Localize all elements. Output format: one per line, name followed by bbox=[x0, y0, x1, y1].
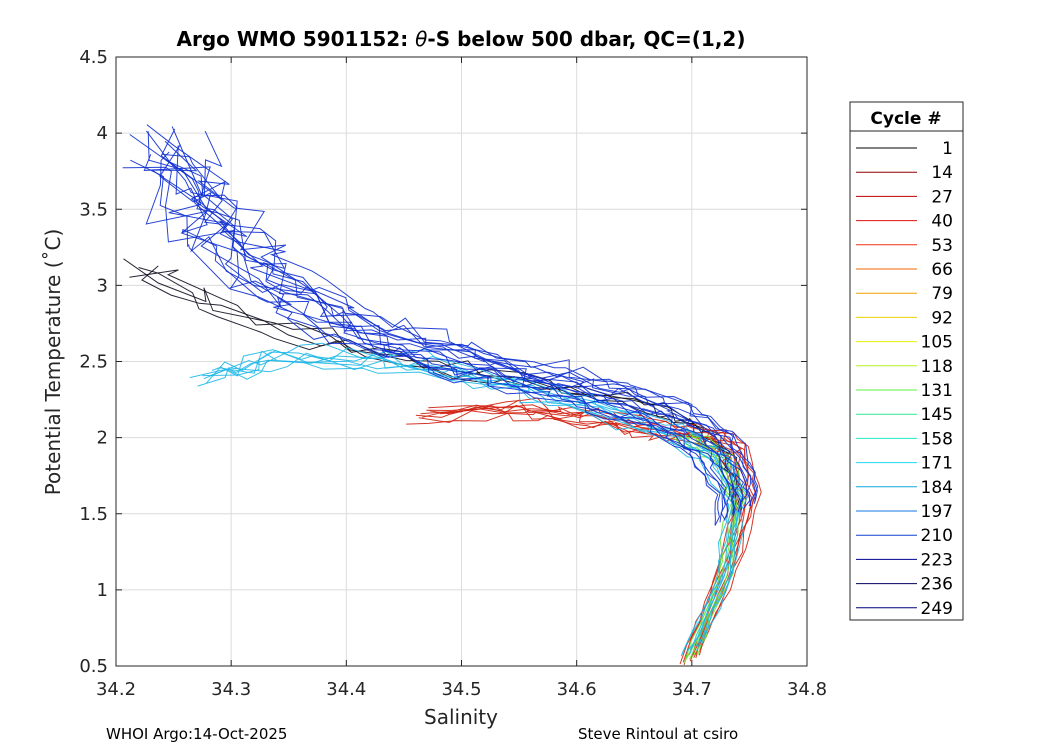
legend-label: 184 bbox=[921, 478, 953, 498]
legend-label: 92 bbox=[931, 308, 953, 328]
y-tick-label: 4 bbox=[97, 123, 108, 144]
profile-line bbox=[159, 144, 731, 518]
profile-line bbox=[129, 269, 744, 511]
profile-line bbox=[150, 140, 736, 515]
profile-line bbox=[219, 349, 744, 648]
legend-entry: 14 bbox=[856, 163, 953, 183]
legend-label: 145 bbox=[921, 405, 953, 425]
y-tick-label: 3.5 bbox=[79, 199, 108, 220]
legend-label: 79 bbox=[931, 284, 953, 304]
y-axis-label: Potential Temperature (˚C) bbox=[41, 229, 65, 496]
profile-line bbox=[202, 349, 736, 653]
legend-label: 1 bbox=[942, 139, 953, 159]
legend-label: 197 bbox=[921, 502, 953, 522]
profile-line bbox=[129, 134, 729, 521]
chart-title: Argo WMO 5901152: θ-S below 500 dbar, QC… bbox=[177, 27, 746, 51]
x-tick-label: 34.7 bbox=[672, 679, 712, 700]
legend-entry: 210 bbox=[856, 526, 953, 546]
x-tick-label: 34.3 bbox=[211, 679, 251, 700]
profile-line bbox=[122, 166, 726, 521]
legend-entry: 79 bbox=[856, 284, 953, 304]
legend-entry: 92 bbox=[856, 308, 953, 328]
x-tick-label: 34.6 bbox=[557, 679, 597, 700]
profile-line bbox=[171, 126, 752, 507]
y-tick-label: 0.5 bbox=[79, 656, 108, 677]
legend: Cycle # 1 14 27 40 53 66 79 92 105 118 131 145 158 17… bbox=[849, 101, 964, 621]
legend-label: 14 bbox=[931, 163, 953, 183]
x-axis-label: Salinity bbox=[424, 705, 498, 729]
y-tick-label: 4.5 bbox=[79, 47, 108, 68]
x-tick-label: 34.8 bbox=[787, 679, 827, 700]
legend-entry: 171 bbox=[856, 454, 953, 474]
y-tick-label: 1 bbox=[97, 580, 108, 601]
axis-ticks: 34.2 34.3 34.4 34.5 34.6 34.7 34.80.511.522.53… bbox=[79, 47, 827, 700]
legend-entry: 223 bbox=[856, 550, 953, 570]
legend-label: 236 bbox=[921, 575, 953, 595]
legend-label: 53 bbox=[931, 236, 953, 256]
legend-label: 105 bbox=[921, 333, 953, 353]
profile-line bbox=[680, 436, 745, 658]
legend-entry: 158 bbox=[856, 429, 953, 449]
legend-entry: 1 bbox=[856, 139, 953, 159]
legend-label: 210 bbox=[921, 526, 953, 546]
profile-line bbox=[681, 436, 736, 659]
footer-credit: Steve Rintoul at csiro bbox=[578, 725, 739, 743]
y-tick-label: 2.5 bbox=[79, 352, 108, 373]
legend-label: 249 bbox=[921, 599, 953, 619]
y-tick-label: 1.5 bbox=[79, 504, 108, 525]
legend-entry: 131 bbox=[856, 381, 953, 401]
legend-entry: 53 bbox=[856, 236, 953, 256]
legend-label: 118 bbox=[921, 357, 953, 377]
legend-entry: 184 bbox=[856, 478, 953, 498]
profile-line bbox=[147, 131, 736, 517]
profile-line bbox=[189, 359, 730, 657]
profile-line bbox=[162, 153, 757, 507]
x-tick-label: 34.4 bbox=[326, 679, 366, 700]
profile-line bbox=[203, 342, 749, 646]
footer-source: WHOI Argo:14-Oct-2025 bbox=[106, 725, 288, 743]
legend-label: 223 bbox=[921, 550, 953, 570]
profile-line bbox=[145, 151, 721, 526]
y-tick-label: 2 bbox=[97, 428, 108, 449]
legend-entry: 145 bbox=[856, 405, 953, 425]
legend-box bbox=[849, 101, 964, 621]
legend-entry: 249 bbox=[856, 599, 953, 619]
legend-label: 40 bbox=[931, 212, 953, 232]
legend-entry: 118 bbox=[856, 357, 953, 377]
legend-label: 158 bbox=[921, 429, 953, 449]
profile-line bbox=[146, 124, 758, 504]
y-tick-label: 3 bbox=[97, 275, 108, 296]
x-tick-label: 34.5 bbox=[441, 679, 481, 700]
legend-label: 131 bbox=[921, 381, 953, 401]
legend-entry: 40 bbox=[856, 212, 953, 232]
legend-entry: 66 bbox=[856, 260, 953, 280]
legend-label: 66 bbox=[931, 260, 953, 280]
x-tick-label: 34.2 bbox=[96, 679, 136, 700]
profile-line bbox=[429, 404, 757, 656]
legend-entry: 27 bbox=[856, 187, 953, 207]
legend-entry: 236 bbox=[856, 575, 953, 595]
profile-line bbox=[203, 130, 759, 502]
plot-area bbox=[122, 124, 762, 666]
legend-title: Cycle # bbox=[870, 109, 941, 129]
legend-entry: 105 bbox=[856, 333, 953, 353]
legend-label: 171 bbox=[921, 454, 953, 474]
legend-label: 27 bbox=[931, 187, 953, 207]
legend-entry: 197 bbox=[856, 502, 953, 522]
